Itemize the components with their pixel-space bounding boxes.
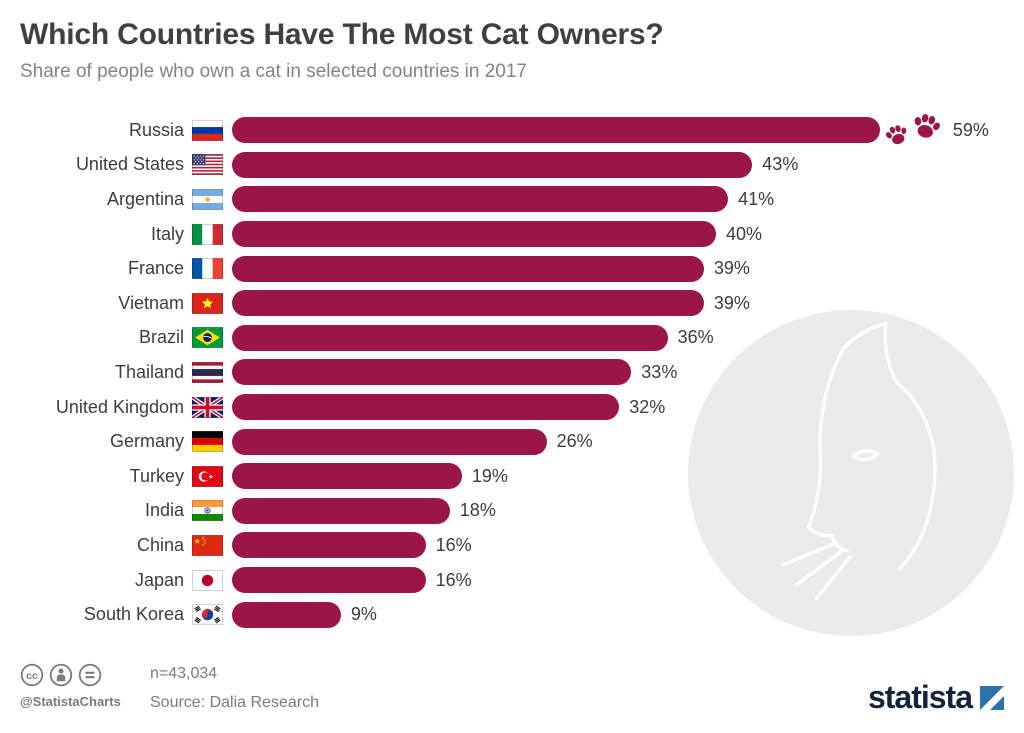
bar <box>232 463 462 490</box>
flag-icon-cn <box>192 534 223 556</box>
country-label: United States <box>75 154 184 175</box>
chart-meta: n=43,034 Source: Dalia Research <box>150 665 319 712</box>
no-derivatives-icon[interactable] <box>78 663 102 687</box>
value-label: 33% <box>641 361 678 382</box>
credit-handle[interactable]: @StatistaCharts <box>20 694 121 709</box>
bar-rows: Russia 59% United States 43% Argentina 41% Ita… <box>14 113 989 632</box>
bar <box>232 221 716 248</box>
flag-icon-in <box>192 500 223 522</box>
flag-icon-tr <box>192 465 223 487</box>
value-label: 43% <box>762 154 799 175</box>
country-label: Brazil <box>138 327 184 348</box>
country-label: Thailand <box>114 361 184 382</box>
country-label: India <box>144 500 184 521</box>
value-label: 16% <box>435 534 472 555</box>
page-subtitle: Share of people who own a cat in selecte… <box>20 61 527 82</box>
bar <box>232 359 632 386</box>
country-label: Japan <box>134 569 184 590</box>
bar-row: Turkey 19% <box>14 459 989 494</box>
bar-row: United Kingdom 32% <box>14 390 989 425</box>
bar <box>232 497 450 524</box>
bar-row: India 18% <box>14 494 989 529</box>
page-title: Which Countries Have The Most Cat Owners… <box>20 18 664 51</box>
country-label: Russia <box>128 119 184 140</box>
statista-logo[interactable]: statista <box>868 679 1004 716</box>
flag-icon-vn <box>192 292 223 314</box>
country-label: Turkey <box>129 465 184 486</box>
chart-header: Which Countries Have The Most Cat Owners… <box>20 18 664 83</box>
bar <box>232 601 341 628</box>
value-label: 32% <box>629 396 666 417</box>
country-label: United Kingdom <box>55 396 184 417</box>
country-label: France <box>127 258 184 279</box>
bar <box>232 567 426 594</box>
country-label: South Korea <box>83 604 184 625</box>
flag-icon-gb <box>192 396 223 418</box>
footer: cc @StatistaCharts n=43,034 Source: Dali… <box>20 663 1004 716</box>
bar-row: Japan 16% <box>14 563 989 598</box>
country-label: Germany <box>109 431 184 452</box>
bar <box>232 324 668 351</box>
value-label: 40% <box>726 223 763 244</box>
country-label: Argentina <box>106 188 184 209</box>
bar-row: Argentina 41% <box>14 182 989 217</box>
bar-row: China 16% <box>14 528 989 563</box>
flag-icon-kr <box>192 604 223 626</box>
value-label: 59% <box>952 119 989 140</box>
bar <box>232 428 547 455</box>
country-label: Italy <box>150 223 184 244</box>
country-label: Vietnam <box>118 292 184 313</box>
value-label: 16% <box>435 569 472 590</box>
attribution-icon[interactable] <box>49 663 73 687</box>
country-label: China <box>136 534 184 555</box>
flag-icon-br <box>192 327 223 349</box>
sample-size: n=43,034 <box>150 665 218 682</box>
flag-icon-fr <box>192 258 223 280</box>
value-label: 26% <box>556 431 593 452</box>
flag-icon-de <box>192 431 223 453</box>
bar <box>232 117 880 144</box>
flag-icon-ar <box>192 188 223 210</box>
bar <box>232 290 704 317</box>
paw-prints-icon <box>883 113 943 146</box>
bar <box>232 151 753 178</box>
value-label: 39% <box>713 258 750 279</box>
bar-row: Vietnam 39% <box>14 286 989 321</box>
flag-icon-th <box>192 361 223 383</box>
statista-logo-square-icon <box>980 685 1004 710</box>
value-label: 36% <box>677 327 714 348</box>
flag-icon-ru <box>192 119 223 141</box>
license-icons: cc <box>20 663 132 687</box>
flag-icon-us <box>192 154 223 176</box>
value-label: 19% <box>471 465 508 486</box>
bar-row: Thailand 33% <box>14 355 989 390</box>
source-label: Source: Dalia Research <box>150 694 319 711</box>
cat-watermark-icon <box>688 310 1014 636</box>
value-label: 18% <box>459 500 496 521</box>
bar <box>232 186 729 213</box>
bar <box>232 532 426 559</box>
bar <box>232 394 620 421</box>
svg-text:cc: cc <box>26 670 38 682</box>
value-label: 41% <box>738 188 775 209</box>
license-block: cc @StatistaCharts <box>20 663 132 709</box>
creative-commons-icon[interactable]: cc <box>20 663 44 687</box>
bar-row: France 39% <box>14 251 989 286</box>
value-label: 9% <box>350 604 377 625</box>
bar-row: United States 43% <box>14 148 989 183</box>
statista-wordmark: statista <box>867 679 973 715</box>
flag-icon-it <box>192 223 223 245</box>
bar-row: Italy 40% <box>14 217 989 252</box>
value-label: 39% <box>713 292 750 313</box>
bar-row: South Korea 9% <box>14 597 989 632</box>
flag-icon-jp <box>192 569 223 591</box>
bar-row: Brazil 36% <box>14 321 989 356</box>
bar-row: Germany 26% <box>14 424 989 459</box>
bar-row: Russia 59% <box>14 113 989 148</box>
bar <box>232 255 704 282</box>
